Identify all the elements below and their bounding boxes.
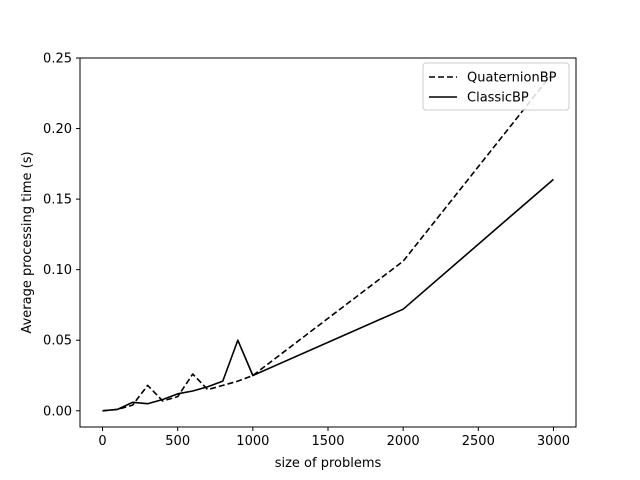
legend-label-quaternionbp: QuaternionBP (467, 71, 557, 86)
series-layer (102, 71, 555, 412)
y-tick-label: 0.10 (43, 263, 72, 278)
legend-box (422, 62, 570, 111)
x-tick-label: 2000 (387, 434, 420, 449)
y-tick-label: 0.20 (43, 122, 72, 137)
x-tick-label: 1500 (311, 434, 344, 449)
x-tick-label: 0 (98, 434, 106, 449)
legend-label-classicbp: ClassicBP (467, 91, 529, 106)
legend: QuaternionBP ClassicBP (422, 62, 570, 111)
series-line-classicbp (102, 178, 554, 412)
y-axis-ticks: 0.00 0.05 0.10 0.15 0.20 0.25 (43, 52, 80, 419)
y-tick-label: 0.15 (43, 193, 72, 208)
y-axis-label: Average processing time (s) (20, 151, 35, 333)
x-axis-ticks: 0 500 1000 1500 2000 2500 3000 (98, 427, 570, 449)
x-tick-label: 1000 (236, 434, 269, 449)
x-axis-label: size of problems (275, 456, 382, 471)
x-tick-label: 500 (165, 434, 190, 449)
x-tick-label: 2500 (462, 434, 495, 449)
x-tick-label: 3000 (537, 434, 570, 449)
y-tick-label: 0.25 (43, 52, 72, 67)
series-line-quaternionbp (102, 71, 555, 412)
y-tick-label: 0.00 (43, 404, 72, 419)
y-tick-label: 0.05 (43, 334, 72, 349)
